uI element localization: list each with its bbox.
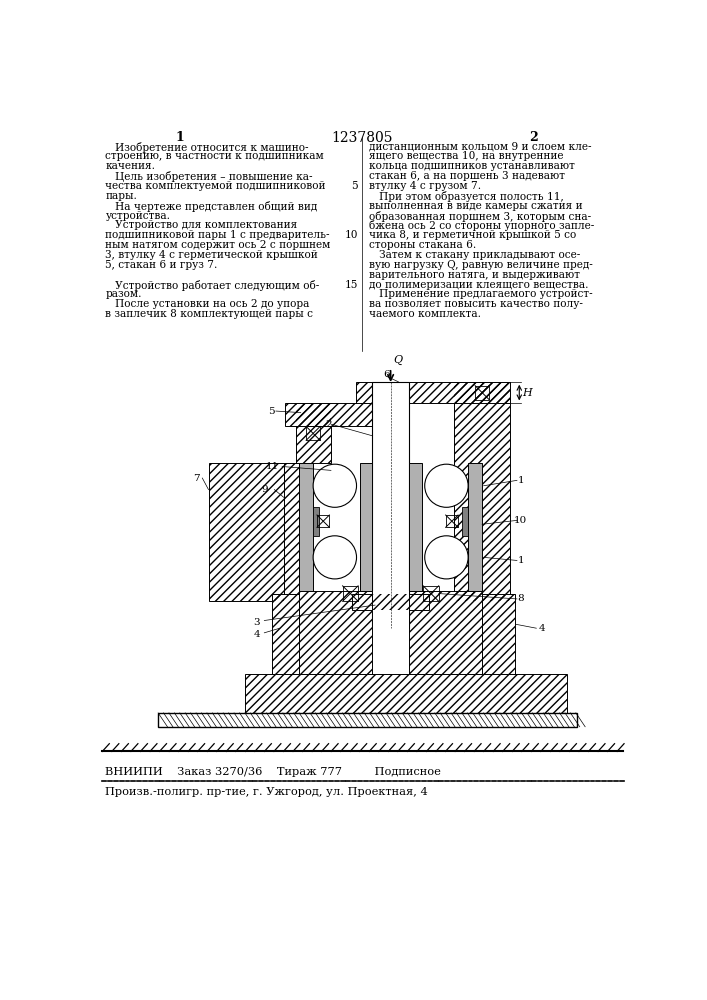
- Text: варительного натяга, и выдерживают: варительного натяга, и выдерживают: [369, 270, 580, 280]
- Bar: [209, 463, 284, 601]
- Bar: [482, 594, 515, 674]
- Bar: [352, 594, 429, 610]
- Text: вую нагрузку Q, равную величине пред-: вую нагрузку Q, равную величине пред-: [369, 260, 592, 270]
- Text: На чертеже представлен общий вид: На чертеже представлен общий вид: [105, 201, 317, 212]
- Circle shape: [425, 464, 468, 507]
- Text: ным натягом содержит ось 2 с поршнем: ным натягом содержит ось 2 с поршнем: [105, 240, 331, 250]
- Bar: [409, 463, 421, 591]
- Text: в заплечик 8 комплектующей пары с: в заплечик 8 комплектующей пары с: [105, 309, 313, 319]
- Bar: [482, 594, 515, 674]
- Circle shape: [313, 464, 356, 507]
- Text: стороны стакана 6.: стороны стакана 6.: [369, 240, 477, 250]
- Text: образованная поршнем 3, которым сна-: образованная поршнем 3, которым сна-: [369, 211, 591, 222]
- Text: 6: 6: [383, 370, 390, 379]
- Text: подшипниковой пары 1 с предваритель-: подшипниковой пары 1 с предваритель-: [105, 230, 330, 240]
- Bar: [306, 426, 320, 440]
- Text: качения.: качения.: [105, 161, 156, 171]
- Bar: [272, 594, 299, 674]
- Text: выполненная в виде камеры сжатия и: выполненная в виде камеры сжатия и: [369, 201, 583, 211]
- Bar: [285, 403, 378, 426]
- Bar: [158, 713, 577, 727]
- Bar: [285, 403, 378, 426]
- Text: чаемого комплекта.: чаемого комплекта.: [369, 309, 481, 319]
- Bar: [299, 591, 482, 674]
- Bar: [296, 403, 331, 463]
- Text: бжена ось 2 со стороны упорного запле-: бжена ось 2 со стороны упорного запле-: [369, 220, 594, 231]
- Bar: [423, 586, 438, 601]
- Bar: [245, 674, 567, 713]
- Circle shape: [313, 536, 356, 579]
- Text: 4: 4: [539, 624, 545, 633]
- Bar: [356, 382, 510, 403]
- Text: кольца подшипников устанавливают: кольца подшипников устанавливают: [369, 161, 575, 171]
- Bar: [356, 382, 510, 403]
- Text: Изобретение относится к машино-: Изобретение относится к машино-: [105, 142, 309, 153]
- Text: 2: 2: [530, 131, 538, 144]
- Text: 10: 10: [344, 230, 358, 240]
- Bar: [462, 507, 468, 536]
- Text: Q: Q: [394, 355, 403, 365]
- Text: 9: 9: [261, 485, 268, 494]
- Text: 2: 2: [325, 420, 332, 429]
- Bar: [468, 463, 482, 591]
- Bar: [272, 594, 299, 674]
- Text: Устройство для комплектования: Устройство для комплектования: [105, 220, 298, 230]
- Text: Применение предлагаемого устройст-: Применение предлагаемого устройст-: [369, 289, 592, 299]
- Bar: [360, 463, 372, 591]
- Text: чества комплектуемой подшипниковой: чества комплектуемой подшипниковой: [105, 181, 326, 191]
- Text: 5, стакан 6 и груз 7.: 5, стакан 6 и груз 7.: [105, 260, 218, 270]
- Text: 11: 11: [267, 462, 279, 471]
- Text: 15: 15: [345, 280, 358, 290]
- Bar: [299, 463, 313, 591]
- Bar: [475, 386, 489, 400]
- Bar: [313, 507, 320, 536]
- Bar: [209, 463, 284, 601]
- Text: При этом образуется полость 11,: При этом образуется полость 11,: [369, 191, 563, 202]
- Text: 3: 3: [253, 618, 260, 627]
- Text: 4: 4: [253, 630, 260, 639]
- Bar: [343, 586, 358, 601]
- Bar: [352, 594, 429, 610]
- Bar: [372, 591, 409, 674]
- Bar: [284, 463, 299, 594]
- Text: пары.: пары.: [105, 191, 137, 201]
- Text: После установки на ось 2 до упора: После установки на ось 2 до упора: [105, 299, 310, 309]
- Bar: [445, 515, 458, 527]
- Text: 1: 1: [518, 476, 524, 485]
- Bar: [317, 515, 329, 527]
- Text: 7: 7: [194, 474, 200, 483]
- Text: Устройство работает следующим об-: Устройство работает следующим об-: [105, 280, 320, 291]
- Bar: [299, 591, 482, 674]
- Text: строению, в частности к подшипникам: строению, в частности к подшипникам: [105, 151, 325, 161]
- Circle shape: [425, 536, 468, 579]
- Text: 8: 8: [518, 594, 524, 603]
- Text: 1237805: 1237805: [331, 131, 392, 145]
- Text: 5: 5: [268, 407, 274, 416]
- Bar: [284, 463, 299, 594]
- Text: 1: 1: [175, 131, 185, 144]
- Text: втулку 4 с грузом 7.: втулку 4 с грузом 7.: [369, 181, 481, 191]
- Text: 1: 1: [518, 556, 524, 565]
- Bar: [245, 674, 567, 713]
- Text: ва позволяет повысить качество полу-: ва позволяет повысить качество полу-: [369, 299, 583, 309]
- Text: до полимеризации клеящего вещества.: до полимеризации клеящего вещества.: [369, 280, 588, 290]
- Text: Произв.-полигр. пр-тие, г. Ужгород, ул. Проектная, 4: Произв.-полигр. пр-тие, г. Ужгород, ул. …: [105, 787, 428, 797]
- Bar: [296, 403, 331, 463]
- Text: чика 8, и герметичной крышкой 5 со: чика 8, и герметичной крышкой 5 со: [369, 230, 576, 240]
- Text: дистанционным кольцом 9 и слоем кле-: дистанционным кольцом 9 и слоем кле-: [369, 142, 592, 152]
- Text: ВНИИПИ    Заказ 3270/36    Тираж 777         Подписное: ВНИИПИ Заказ 3270/36 Тираж 777 Подписное: [105, 767, 441, 777]
- Text: 5: 5: [351, 181, 358, 191]
- Text: разом.: разом.: [105, 289, 142, 299]
- Text: Цель изобретения – повышение ка-: Цель изобретения – повышение ка-: [105, 171, 313, 182]
- Bar: [454, 382, 510, 601]
- Text: ящего вещества 10, на внутренние: ящего вещества 10, на внутренние: [369, 151, 563, 161]
- Text: устройства.: устройства.: [105, 211, 170, 221]
- Text: 10: 10: [514, 516, 527, 525]
- Text: H: H: [522, 388, 532, 398]
- Text: Затем к стакану прикладывают осе-: Затем к стакану прикладывают осе-: [369, 250, 580, 260]
- Text: 3, втулку 4 с герметической крышкой: 3, втулку 4 с герметической крышкой: [105, 250, 318, 260]
- Bar: [454, 382, 510, 601]
- Bar: [372, 382, 409, 628]
- Text: стакан 6, а на поршень 3 надевают: стакан 6, а на поршень 3 надевают: [369, 171, 565, 181]
